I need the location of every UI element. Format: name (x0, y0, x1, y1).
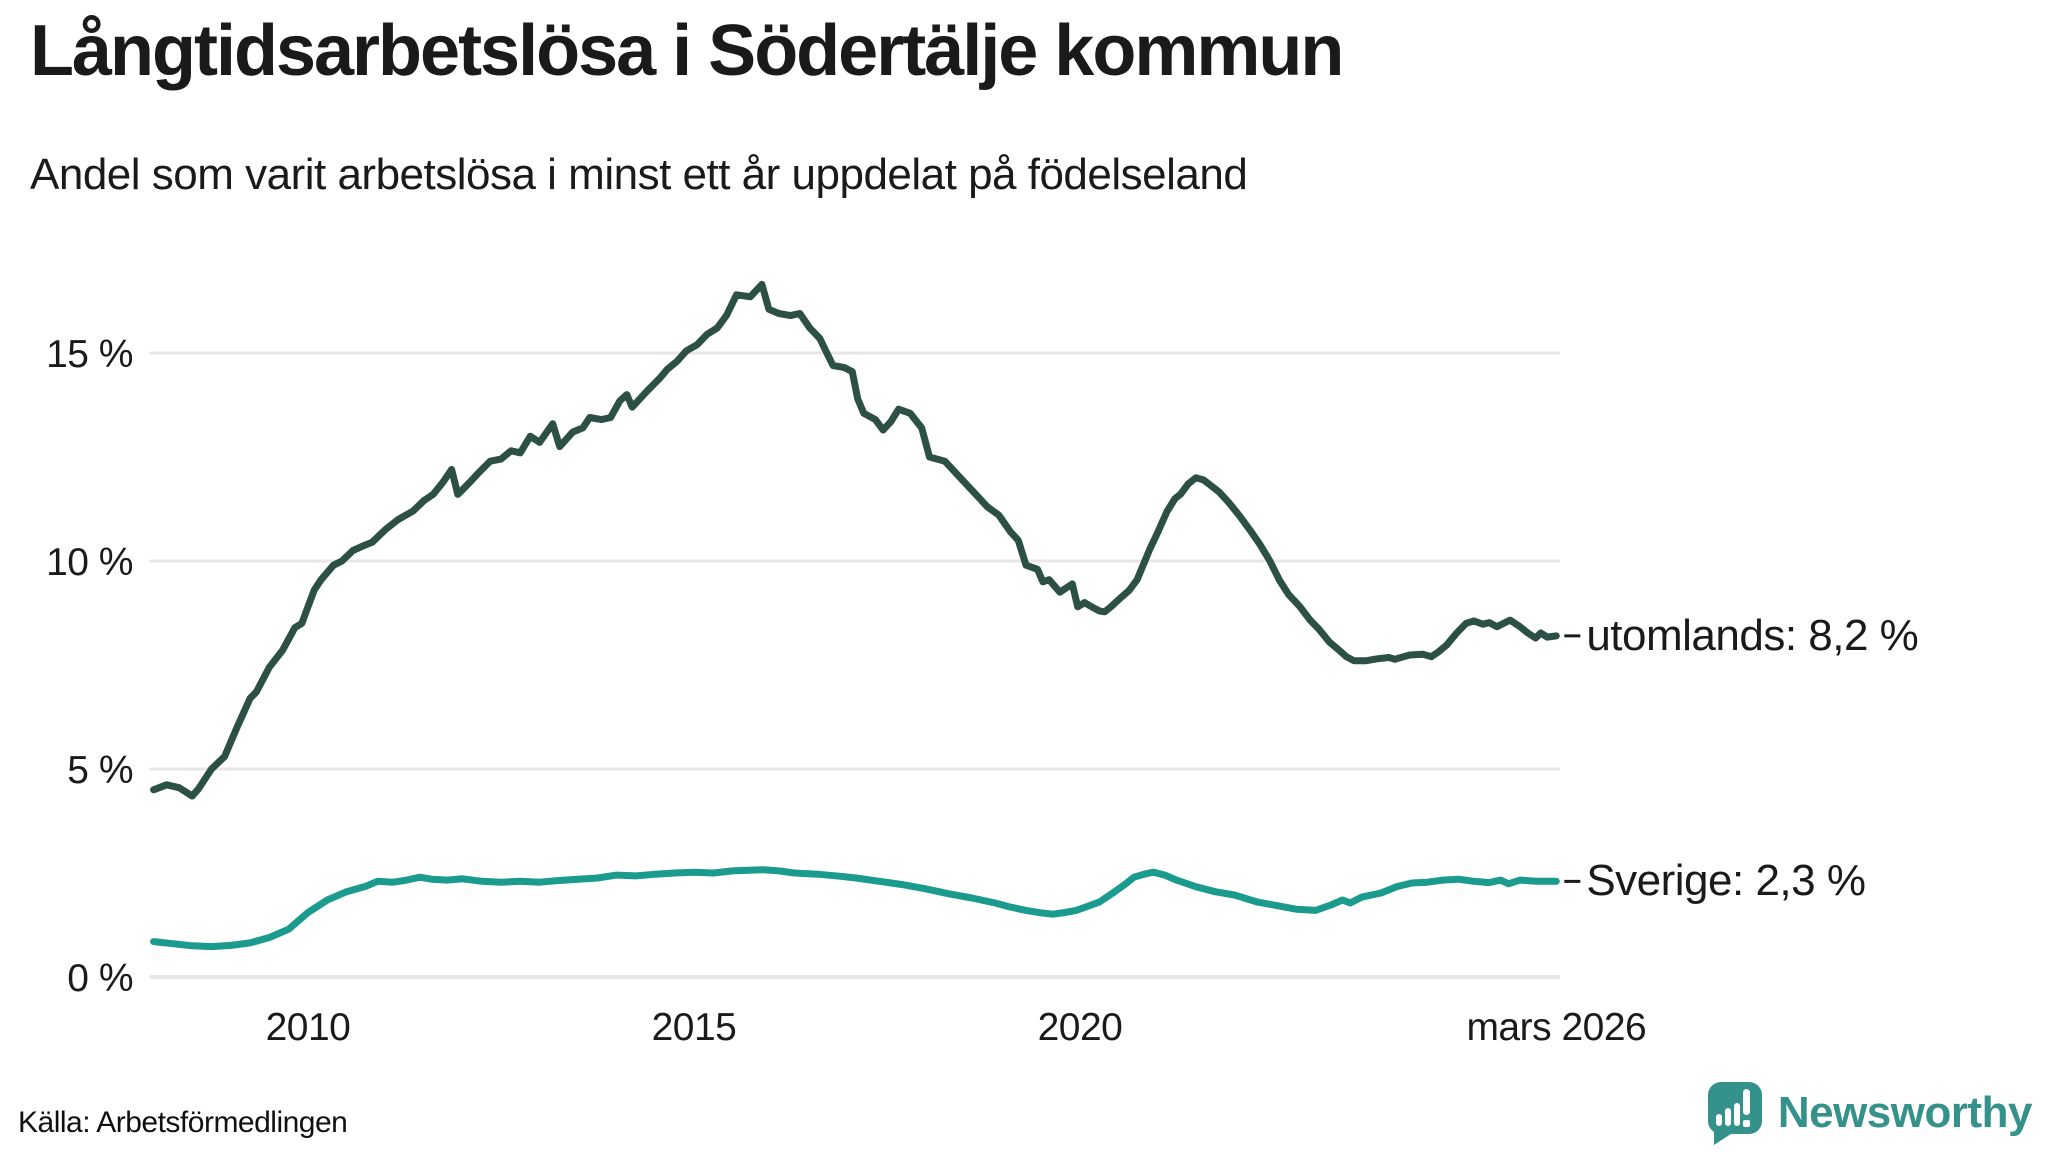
y-axis-tick-label: 10 % (46, 541, 133, 584)
x-axis-tick-label: 2010 (266, 1006, 351, 1049)
x-axis-tick-label: 2020 (1038, 1006, 1123, 1049)
y-axis-tick-label: 0 % (67, 957, 133, 1000)
y-axis-tick-label: 5 % (67, 749, 133, 792)
newsworthy-logo-icon (1707, 1082, 1762, 1145)
y-axis-tick-label: 15 % (46, 333, 133, 376)
newsworthy-brand: Newsworthy (1706, 1080, 2033, 1146)
series-end-label-utomlands: utomlands: 8,2 % (1586, 610, 1919, 660)
series-end-label-sverige: Sverige: 2,3 % (1586, 856, 1866, 906)
x-axis-tick-label: 2015 (652, 1006, 737, 1049)
series-line-utomlands (150, 280, 1560, 800)
x-axis-tick-label: mars 2026 (1466, 1006, 1646, 1049)
source-attribution: Källa: Arbetsförmedlingen (18, 1106, 348, 1139)
series-line-sverige (150, 866, 1560, 951)
newsworthy-wordmark: Newsworthy (1777, 1088, 2033, 1137)
page-title: Långtidsarbetslösa i Södertälje kommun (30, 11, 1344, 91)
chart-subtitle: Andel som varit arbetslösa i minst ett å… (30, 150, 1248, 199)
